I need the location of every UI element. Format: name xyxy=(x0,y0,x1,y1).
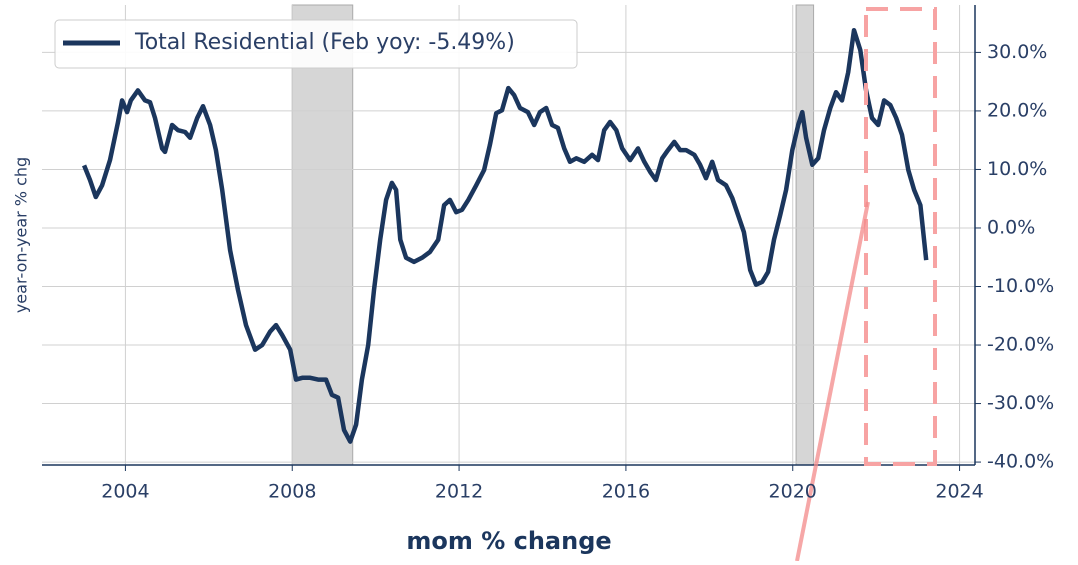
y-tick-label: -40.0% xyxy=(987,451,1054,473)
recession-shade xyxy=(291,4,354,466)
legend-label: Total Residential (Feb yoy: -5.49%) xyxy=(134,30,515,55)
x-tick-label: 2008 xyxy=(268,481,316,503)
x-tick-label: 2016 xyxy=(602,481,650,503)
arrow xyxy=(795,201,870,562)
y-tick-label: -30.0% xyxy=(987,392,1054,414)
y-tick-label: 30.0% xyxy=(987,41,1047,63)
x-tick-label: 2004 xyxy=(101,481,149,503)
x-tick-label: 2024 xyxy=(935,481,983,503)
x-tick-label: 2020 xyxy=(769,481,817,503)
y-tick-label: 0.0% xyxy=(987,216,1035,238)
legend xyxy=(54,19,578,69)
y-tick-label: 10.0% xyxy=(987,158,1047,180)
y-axis-label: year-on-year % chg xyxy=(12,157,31,313)
x-axis-label: mom % change xyxy=(406,527,611,555)
recession-shade xyxy=(795,4,815,466)
highlight-box xyxy=(864,7,937,466)
x-tick-label: 2012 xyxy=(435,481,483,503)
y-tick-label: 20.0% xyxy=(987,99,1047,121)
y-tick-label: -20.0% xyxy=(987,334,1054,356)
series-line xyxy=(82,27,929,444)
y-tick-label: -10.0% xyxy=(987,275,1054,297)
